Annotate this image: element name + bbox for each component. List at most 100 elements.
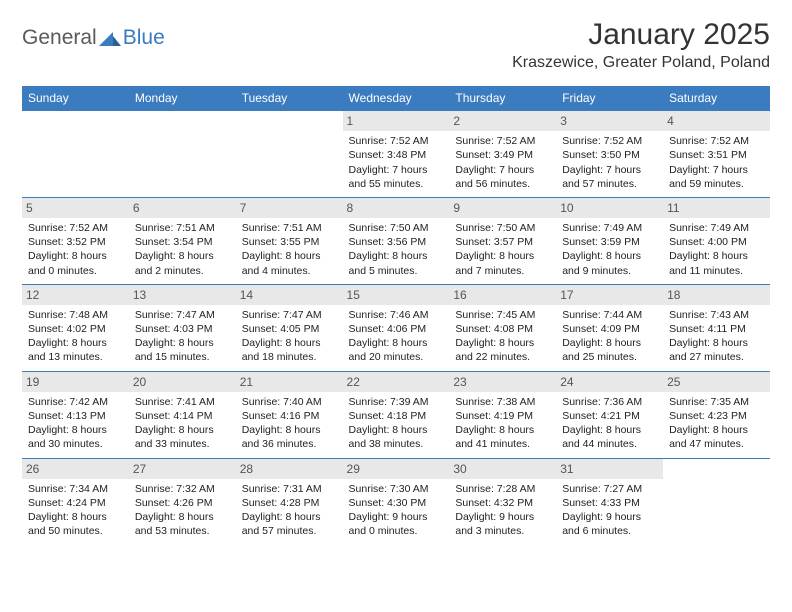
day-number: 29 [343, 459, 450, 479]
sunset-line: Sunset: 4:09 PM [562, 322, 657, 336]
sunset-line: Sunset: 4:24 PM [28, 496, 123, 510]
calendar-page: General Blue January 2025 Kraszewice, Gr… [0, 0, 792, 562]
day-header-sat: Saturday [663, 86, 770, 111]
day-number: 28 [236, 459, 343, 479]
sunset-line: Sunset: 3:51 PM [669, 148, 764, 162]
day-header-sun: Sunday [22, 86, 129, 111]
daylight-line: Daylight: 7 hours and 55 minutes. [349, 163, 444, 191]
day-number: 6 [129, 198, 236, 218]
sunrise-line: Sunrise: 7:52 AM [669, 134, 764, 148]
calendar-day-cell: 11Sunrise: 7:49 AMSunset: 4:00 PMDayligh… [663, 197, 770, 284]
day-number: 31 [556, 459, 663, 479]
day-number: 1 [343, 111, 450, 131]
calendar-day-cell: 4 Sunrise: 7:52 AMSunset: 3:51 PMDaylight… [663, 111, 770, 198]
calendar-day-cell: 3Sunrise: 7:52 AMSunset: 3:50 PMDaylight… [556, 111, 663, 198]
sunset-line: Sunset: 4:30 PM [349, 496, 444, 510]
calendar-day-cell [22, 111, 129, 198]
daylight-line: Daylight: 8 hours and 11 minutes. [669, 249, 764, 277]
daylight-line: Daylight: 9 hours and 3 minutes. [455, 510, 550, 538]
sunrise-line: Sunrise: 7:35 AM [669, 395, 764, 409]
calendar-day-cell: 16Sunrise: 7:45 AMSunset: 4:08 PMDayligh… [449, 284, 556, 371]
calendar-day-cell: 19Sunrise: 7:42 AMSunset: 4:13 PMDayligh… [22, 371, 129, 458]
day-number: 19 [22, 372, 129, 392]
day-number: 12 [22, 285, 129, 305]
calendar-day-cell: 31Sunrise: 7:27 AMSunset: 4:33 PMDayligh… [556, 458, 663, 544]
daylight-line: Daylight: 8 hours and 38 minutes. [349, 423, 444, 451]
sunset-line: Sunset: 4:26 PM [135, 496, 230, 510]
sunrise-line: Sunrise: 7:43 AM [669, 308, 764, 322]
calendar-day-cell: 12Sunrise: 7:48 AMSunset: 4:02 PMDayligh… [22, 284, 129, 371]
daylight-line: Daylight: 7 hours and 59 minutes. [669, 163, 764, 191]
sunset-line: Sunset: 4:11 PM [669, 322, 764, 336]
daylight-line: Daylight: 8 hours and 9 minutes. [562, 249, 657, 277]
calendar-body: 1Sunrise: 7:52 AMSunset: 3:48 PMDaylight… [22, 111, 770, 545]
day-number: 10 [556, 198, 663, 218]
sunset-line: Sunset: 3:55 PM [242, 235, 337, 249]
sunrise-line: Sunrise: 7:51 AM [135, 221, 230, 235]
sunrise-line: Sunrise: 7:39 AM [349, 395, 444, 409]
day-number: 2 [449, 111, 556, 131]
daylight-line: Daylight: 8 hours and 5 minutes. [349, 249, 444, 277]
day-number: 7 [236, 198, 343, 218]
logo-text-blue: Blue [123, 26, 165, 50]
calendar-day-cell: 14Sunrise: 7:47 AMSunset: 4:05 PMDayligh… [236, 284, 343, 371]
daylight-line: Daylight: 8 hours and 7 minutes. [455, 249, 550, 277]
day-number: 24 [556, 372, 663, 392]
daylight-line: Daylight: 7 hours and 56 minutes. [455, 163, 550, 191]
calendar-day-cell: 10Sunrise: 7:49 AMSunset: 3:59 PMDayligh… [556, 197, 663, 284]
sunset-line: Sunset: 3:49 PM [455, 148, 550, 162]
day-number: 4 [663, 111, 770, 131]
sunrise-line: Sunrise: 7:28 AM [455, 482, 550, 496]
day-header-mon: Monday [129, 86, 236, 111]
day-number: 13 [129, 285, 236, 305]
calendar-day-cell: 8Sunrise: 7:50 AMSunset: 3:56 PMDaylight… [343, 197, 450, 284]
header: General Blue January 2025 Kraszewice, Gr… [22, 18, 770, 72]
calendar-week-row: 5Sunrise: 7:52 AMSunset: 3:52 PMDaylight… [22, 197, 770, 284]
day-number: 11 [663, 198, 770, 218]
calendar-day-cell: 15Sunrise: 7:46 AMSunset: 4:06 PMDayligh… [343, 284, 450, 371]
daylight-line: Daylight: 8 hours and 30 minutes. [28, 423, 123, 451]
sunset-line: Sunset: 4:28 PM [242, 496, 337, 510]
day-header-row: Sunday Monday Tuesday Wednesday Thursday… [22, 86, 770, 111]
sunset-line: Sunset: 3:59 PM [562, 235, 657, 249]
sunrise-line: Sunrise: 7:51 AM [242, 221, 337, 235]
sunrise-line: Sunrise: 7:27 AM [562, 482, 657, 496]
sunrise-line: Sunrise: 7:47 AM [242, 308, 337, 322]
calendar-day-cell: 25Sunrise: 7:35 AMSunset: 4:23 PMDayligh… [663, 371, 770, 458]
daylight-line: Daylight: 8 hours and 57 minutes. [242, 510, 337, 538]
calendar-week-row: 12Sunrise: 7:48 AMSunset: 4:02 PMDayligh… [22, 284, 770, 371]
sunrise-line: Sunrise: 7:52 AM [28, 221, 123, 235]
calendar-day-cell: 24Sunrise: 7:36 AMSunset: 4:21 PMDayligh… [556, 371, 663, 458]
sunrise-line: Sunrise: 7:31 AM [242, 482, 337, 496]
calendar-day-cell: 1Sunrise: 7:52 AMSunset: 3:48 PMDaylight… [343, 111, 450, 198]
day-number: 3 [556, 111, 663, 131]
day-header-tue: Tuesday [236, 86, 343, 111]
sunrise-line: Sunrise: 7:52 AM [455, 134, 550, 148]
sunrise-line: Sunrise: 7:46 AM [349, 308, 444, 322]
sunset-line: Sunset: 3:57 PM [455, 235, 550, 249]
sunset-line: Sunset: 4:08 PM [455, 322, 550, 336]
daylight-line: Daylight: 9 hours and 6 minutes. [562, 510, 657, 538]
sunrise-line: Sunrise: 7:36 AM [562, 395, 657, 409]
calendar-day-cell: 17Sunrise: 7:44 AMSunset: 4:09 PMDayligh… [556, 284, 663, 371]
sunset-line: Sunset: 4:02 PM [28, 322, 123, 336]
calendar-day-cell [663, 458, 770, 544]
sunrise-line: Sunrise: 7:30 AM [349, 482, 444, 496]
sunset-line: Sunset: 4:05 PM [242, 322, 337, 336]
sunset-line: Sunset: 4:06 PM [349, 322, 444, 336]
calendar-week-row: 1Sunrise: 7:52 AMSunset: 3:48 PMDaylight… [22, 111, 770, 198]
calendar-day-cell: 29Sunrise: 7:30 AMSunset: 4:30 PMDayligh… [343, 458, 450, 544]
sunrise-line: Sunrise: 7:45 AM [455, 308, 550, 322]
calendar-day-cell: 20Sunrise: 7:41 AMSunset: 4:14 PMDayligh… [129, 371, 236, 458]
day-number: 26 [22, 459, 129, 479]
calendar-table: Sunday Monday Tuesday Wednesday Thursday… [22, 86, 770, 544]
daylight-line: Daylight: 8 hours and 18 minutes. [242, 336, 337, 364]
daylight-line: Daylight: 8 hours and 47 minutes. [669, 423, 764, 451]
sunrise-line: Sunrise: 7:49 AM [669, 221, 764, 235]
calendar-day-cell: 9Sunrise: 7:50 AMSunset: 3:57 PMDaylight… [449, 197, 556, 284]
day-number: 25 [663, 372, 770, 392]
day-header-wed: Wednesday [343, 86, 450, 111]
calendar-day-cell: 30Sunrise: 7:28 AMSunset: 4:32 PMDayligh… [449, 458, 556, 544]
sunrise-line: Sunrise: 7:47 AM [135, 308, 230, 322]
sunrise-line: Sunrise: 7:40 AM [242, 395, 337, 409]
